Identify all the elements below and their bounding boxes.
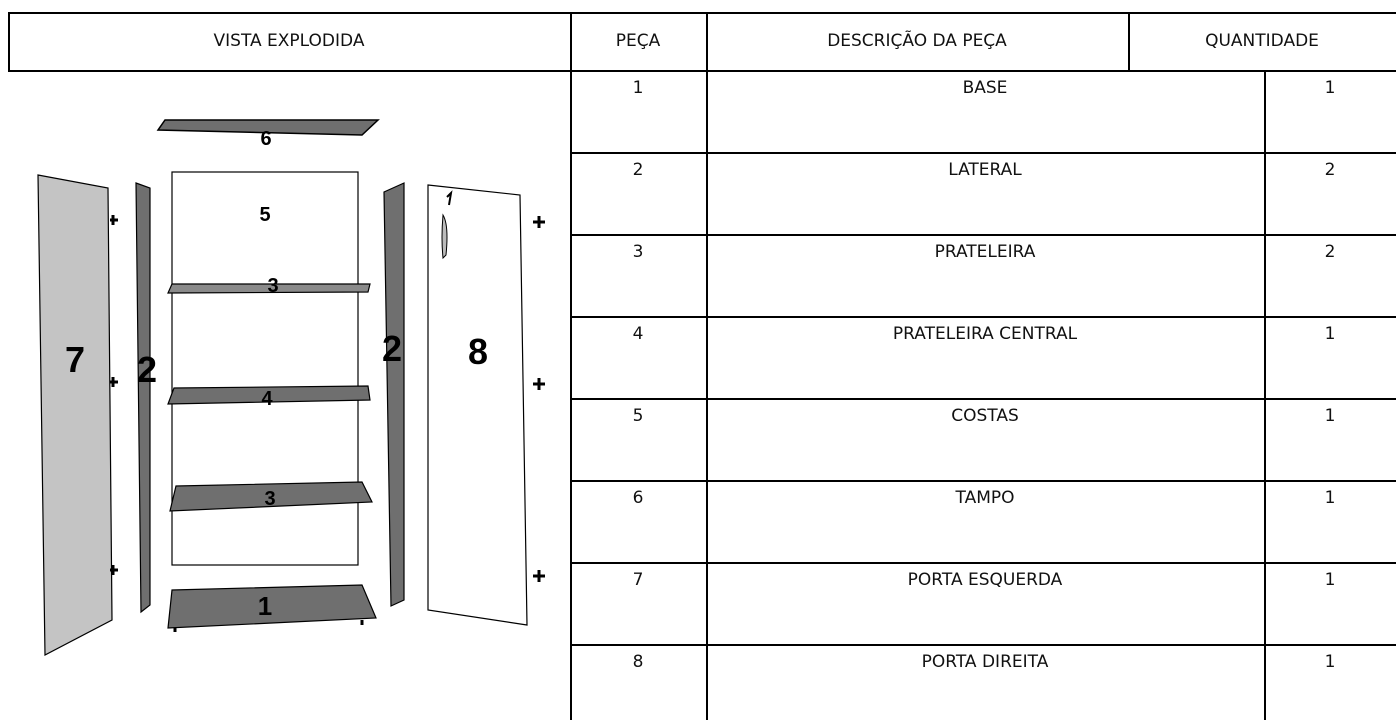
table-border	[570, 234, 1396, 236]
header-cell: QUANTIDADE	[1205, 31, 1319, 51]
piece-right-door	[427, 184, 528, 626]
quantity-cell: 1	[1324, 78, 1336, 98]
piece-label: 5	[259, 204, 270, 226]
header-cell: DESCRIÇÃO DA PEÇA	[827, 31, 1007, 51]
description-cell: PORTA DIREITA	[921, 652, 1049, 672]
table-border	[570, 480, 1396, 482]
piece-left-side	[135, 182, 151, 614]
quantity-cell: 1	[1324, 652, 1336, 672]
piece-shelf	[167, 283, 371, 294]
table-border	[1128, 12, 1130, 70]
header-cell: VISTA EXPLODIDA	[213, 31, 365, 51]
piece-label: 4	[261, 388, 273, 410]
table-border	[570, 152, 1396, 154]
piece-label: 8	[468, 331, 488, 372]
piece-label: 3	[267, 275, 278, 297]
quantity-cell: 1	[1324, 406, 1336, 426]
table-border	[570, 398, 1396, 400]
table-border	[1264, 70, 1266, 720]
description-cell: PRATELEIRA	[934, 242, 1036, 262]
table-border	[570, 70, 572, 720]
piece-cell: 8	[632, 652, 644, 672]
piece-central-shelf	[167, 385, 371, 405]
piece-left-door	[37, 174, 113, 656]
piece-cell: 7	[632, 570, 644, 590]
table-border	[570, 12, 572, 70]
description-cell: COSTAS	[951, 406, 1019, 426]
quantity-cell: 2	[1324, 160, 1336, 180]
door-handle	[441, 213, 448, 260]
piece-label: 1	[258, 591, 272, 621]
piece-cell: 3	[632, 242, 644, 262]
table-border	[570, 644, 1396, 646]
piece-label: 2	[137, 349, 157, 390]
piece-label: 7	[65, 339, 85, 380]
piece-label: 3	[264, 488, 275, 510]
table-border	[706, 12, 708, 70]
piece-label: 2	[382, 328, 402, 369]
description-cell: TAMPO	[955, 488, 1015, 508]
piece-cell: 4	[632, 324, 644, 344]
piece-cell: 5	[632, 406, 644, 426]
quantity-cell: 2	[1324, 242, 1336, 262]
description-cell: BASE	[962, 78, 1008, 98]
piece-cell: 1	[632, 78, 644, 98]
quantity-cell: 1	[1324, 488, 1336, 508]
table-border	[570, 562, 1396, 564]
quantity-cell: 1	[1324, 324, 1336, 344]
table-border	[8, 12, 10, 70]
piece-label: 6	[260, 128, 271, 150]
header-cell: PEÇA	[615, 31, 661, 51]
piece-right-side	[383, 182, 405, 607]
handle-top	[446, 190, 453, 206]
piece-base	[167, 584, 377, 629]
description-cell: LATERAL	[948, 160, 1022, 180]
table-border	[706, 70, 708, 720]
hinges	[110, 215, 545, 582]
table-border	[8, 70, 1396, 72]
table-border	[570, 316, 1396, 318]
quantity-cell: 1	[1324, 570, 1336, 590]
exploded-view: 6 5 3 7 2 2 8 4 3 1	[37, 119, 545, 656]
piece-cell: 2	[632, 160, 644, 180]
piece-top	[156, 119, 380, 136]
piece-cell: 6	[632, 488, 644, 508]
description-cell: PORTA ESQUERDA	[907, 570, 1063, 590]
table-border	[8, 12, 1396, 14]
piece-shelf	[169, 481, 373, 512]
description-cell: PRATELEIRA CENTRAL	[892, 324, 1078, 344]
